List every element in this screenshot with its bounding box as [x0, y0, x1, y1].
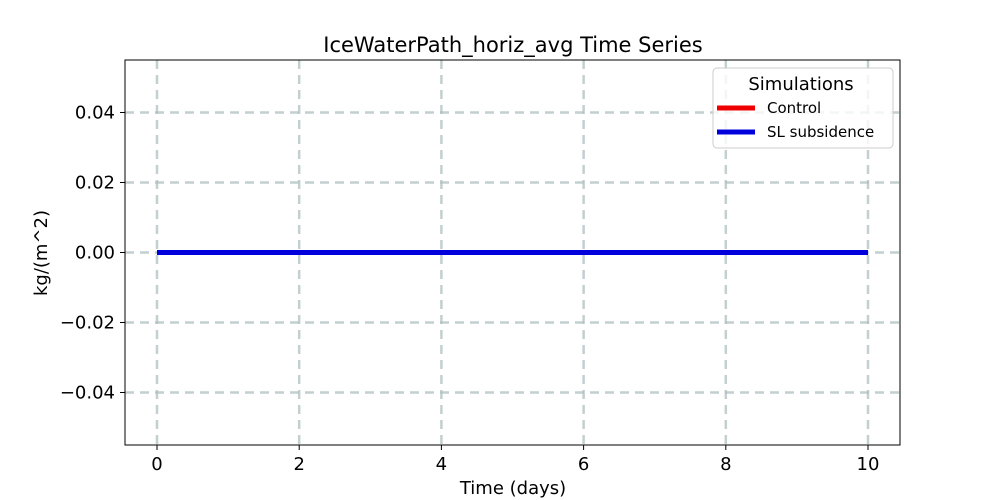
legend-label-sl-subsidence: SL subsidence — [767, 123, 874, 141]
x-tick-label: 6 — [578, 454, 589, 475]
legend-label-control: Control — [767, 99, 821, 117]
legend-entries: Control SL subsidence — [717, 99, 874, 141]
legend-box — [712, 67, 894, 149]
x-tick-label: 4 — [436, 454, 447, 475]
x-tick-label: 8 — [720, 454, 731, 475]
y-tick-label: 0.02 — [75, 173, 115, 194]
y-tick-label: 0.00 — [75, 243, 115, 264]
legend-title: Simulations — [748, 74, 853, 95]
y-tick-label: −0.04 — [60, 383, 115, 404]
y-axis-label: kg/(m^2) — [31, 210, 52, 296]
y-tick-label: −0.02 — [60, 313, 115, 334]
axis-ticks: 0 2 4 6 8 10 −0.04 −0.02 0.00 0.02 0.04 — [60, 103, 880, 476]
x-tick-label: 10 — [857, 454, 880, 475]
x-tick-label: 2 — [293, 454, 304, 475]
x-axis-label: Time (days) — [459, 478, 566, 499]
chart-title: IceWaterPath_horiz_avg Time Series — [323, 33, 702, 58]
legend: Simulations Control SL subsidence — [712, 67, 894, 149]
y-tick-label: 0.04 — [75, 103, 115, 124]
x-tick-label: 0 — [151, 454, 162, 475]
